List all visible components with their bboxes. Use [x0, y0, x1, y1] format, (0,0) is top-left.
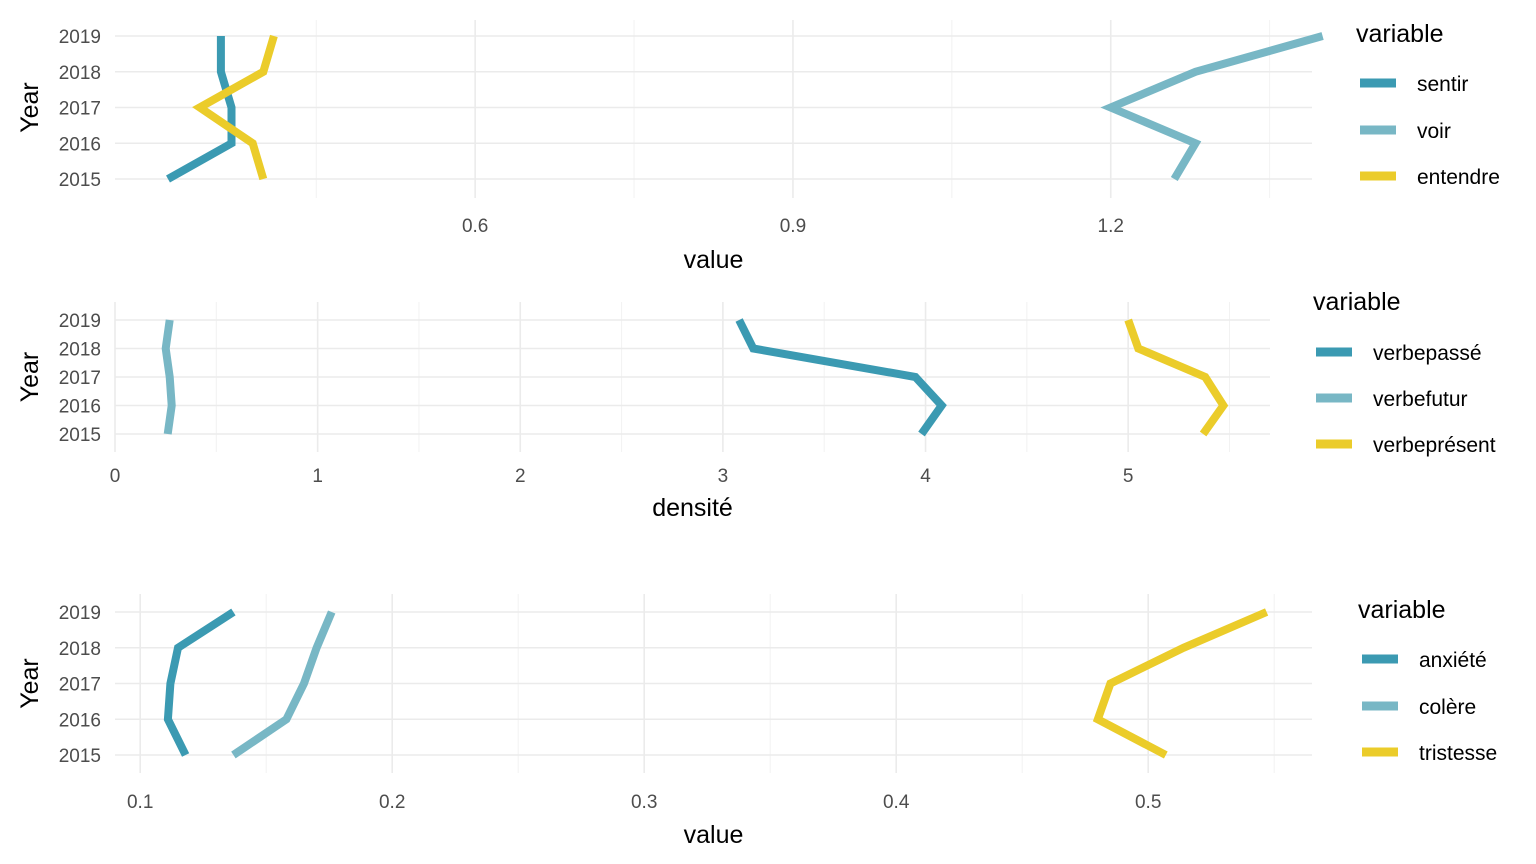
legend-label-anxiété: anxiété [1419, 649, 1487, 672]
chart-panel-3: 2015 2016 2017 2018 2019 0.1 0.2 0.3 0.4 0.5 value… [16, 594, 1497, 849]
series-line-verbepassé [735, 318, 947, 437]
y-tick-label: 2019 [59, 27, 101, 48]
series-line-anxiété [163, 608, 236, 757]
x-tick-label: 0 [110, 466, 121, 487]
x-tick-label: 3 [718, 466, 729, 487]
y-axis-title: Year [16, 352, 44, 403]
y-tick-label: 2015 [59, 425, 101, 446]
x-tick-label: 0.6 [462, 216, 488, 237]
y-tick-label: 2018 [59, 63, 101, 84]
y-axis-title: Year [16, 82, 44, 133]
y-tick-label: 2017 [59, 675, 101, 696]
legend-label-entendre: entendre [1417, 166, 1500, 189]
legend-label-colère: colère [1419, 696, 1476, 719]
y-tick-label: 2018 [59, 340, 101, 361]
series-line-verbefutur [161, 319, 176, 435]
chart-panel-1: 2015 2016 2017 2018 2019 0.6 0.9 1.2 value Year va… [16, 20, 1500, 274]
x-axis-title: value [684, 821, 744, 849]
series-line-entendre [192, 34, 278, 181]
y-tick-label: 2018 [59, 639, 101, 660]
y-tick-label: 2019 [59, 311, 101, 332]
series-line-verbeprésent [1124, 318, 1229, 437]
y-tick-label: 2016 [59, 134, 101, 155]
legend-title: variable [1356, 20, 1444, 48]
x-tick-label: 4 [920, 466, 931, 487]
series-line-sentir [166, 36, 236, 183]
x-axis-title: densité [652, 494, 733, 522]
legend-label-verbeprésent: verbeprésent [1373, 434, 1496, 457]
x-tick-label: 0.2 [379, 792, 405, 813]
legend: variable verbepassé verbefutur verbeprésent [1313, 288, 1496, 457]
x-tick-label: 2 [515, 466, 526, 487]
legend-label-verbefutur: verbefutur [1373, 388, 1468, 411]
chart-panel-2: 2015 2016 2017 2018 2019 0 1 2 3 4 5 densité Year var… [16, 288, 1496, 522]
legend-label-sentir: sentir [1417, 73, 1468, 96]
legend-label-voir: voir [1417, 120, 1451, 143]
y-tick-label: 2017 [59, 99, 101, 120]
y-tick-label: 2015 [59, 746, 101, 767]
y-tick-label: 2017 [59, 368, 101, 389]
y-tick-label: 2016 [59, 710, 101, 731]
y-tick-label: 2015 [59, 170, 101, 191]
y-axis-title: Year [16, 658, 44, 709]
x-tick-label: 0.4 [883, 792, 910, 813]
x-tick-label: 5 [1123, 466, 1134, 487]
y-tick-label: 2019 [59, 603, 101, 624]
y-tick-label: 2016 [59, 397, 101, 418]
x-axis-title: value [684, 246, 744, 274]
legend: variable sentir voir entendre [1356, 20, 1500, 189]
x-tick-label: 0.9 [780, 216, 806, 237]
x-tick-label: 0.1 [127, 792, 153, 813]
x-tick-label: 0.5 [1135, 792, 1161, 813]
series-line-tristesse [1092, 608, 1269, 759]
x-tick-label: 1 [312, 466, 323, 487]
x-tick-label: 0.3 [631, 792, 657, 813]
legend-title: variable [1313, 288, 1401, 316]
legend-label-tristesse: tristesse [1419, 742, 1497, 765]
x-tick-label: 1.2 [1098, 216, 1124, 237]
legend-title: variable [1358, 596, 1446, 624]
legend: variable anxiété colère tristesse [1358, 596, 1497, 765]
legend-label-verbepassé: verbepassé [1373, 342, 1482, 365]
series-line-voir [1100, 32, 1324, 182]
series-line-colère [231, 610, 336, 759]
